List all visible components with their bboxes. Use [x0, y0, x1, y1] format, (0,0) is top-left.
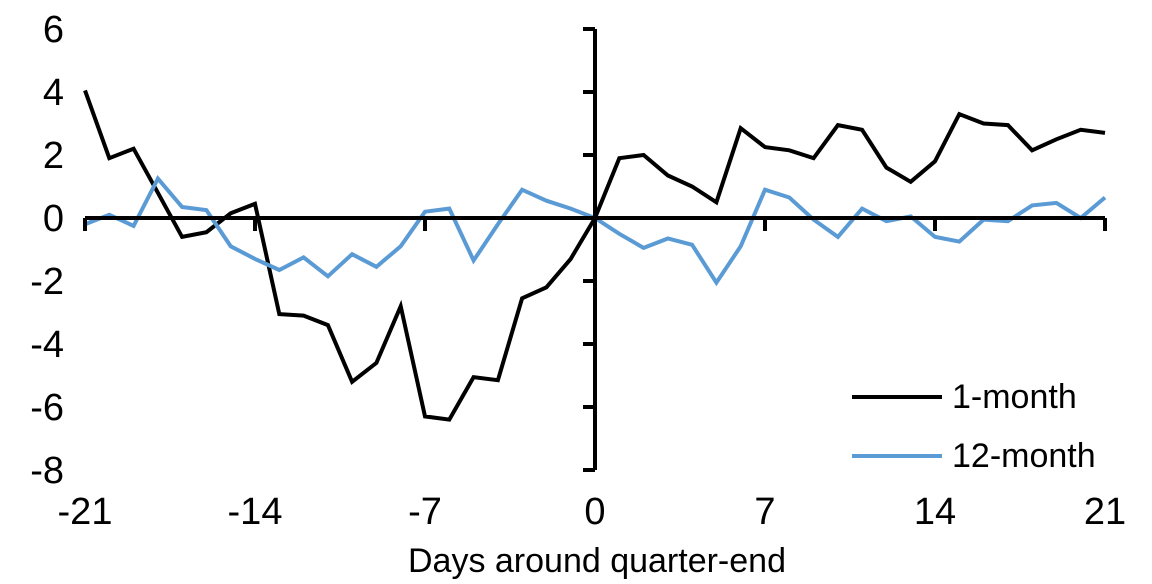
y-tick-label: 0 — [43, 198, 64, 240]
x-tick-label: -21 — [58, 491, 113, 533]
y-tick-label: -6 — [30, 387, 64, 429]
legend-label-12-month: 12-month — [952, 437, 1096, 475]
x-tick-label: 14 — [914, 491, 956, 533]
y-tick-label: -2 — [30, 261, 64, 303]
y-tick-label: 4 — [43, 72, 64, 114]
legend: 1-month 12-month — [852, 378, 1096, 475]
x-tick-label: -14 — [228, 491, 283, 533]
x-tick-label: -7 — [408, 491, 442, 533]
legend-label-1-month: 1-month — [952, 378, 1077, 416]
legend-line-swatch-1-month — [852, 395, 942, 399]
y-tick-label: -4 — [30, 324, 64, 366]
y-tick-label: 6 — [43, 9, 64, 51]
y-tick-label: -8 — [30, 450, 64, 492]
x-axis-title: Days around quarter-end — [408, 542, 786, 580]
legend-item-1-month: 1-month — [852, 378, 1096, 416]
x-tick-label: 0 — [584, 491, 605, 533]
y-tick-label: 2 — [43, 135, 64, 177]
x-tick-label: 7 — [754, 491, 775, 533]
legend-line-swatch-12-month — [852, 454, 942, 458]
x-tick-label: 21 — [1084, 491, 1126, 533]
legend-item-12-month: 12-month — [852, 437, 1096, 475]
